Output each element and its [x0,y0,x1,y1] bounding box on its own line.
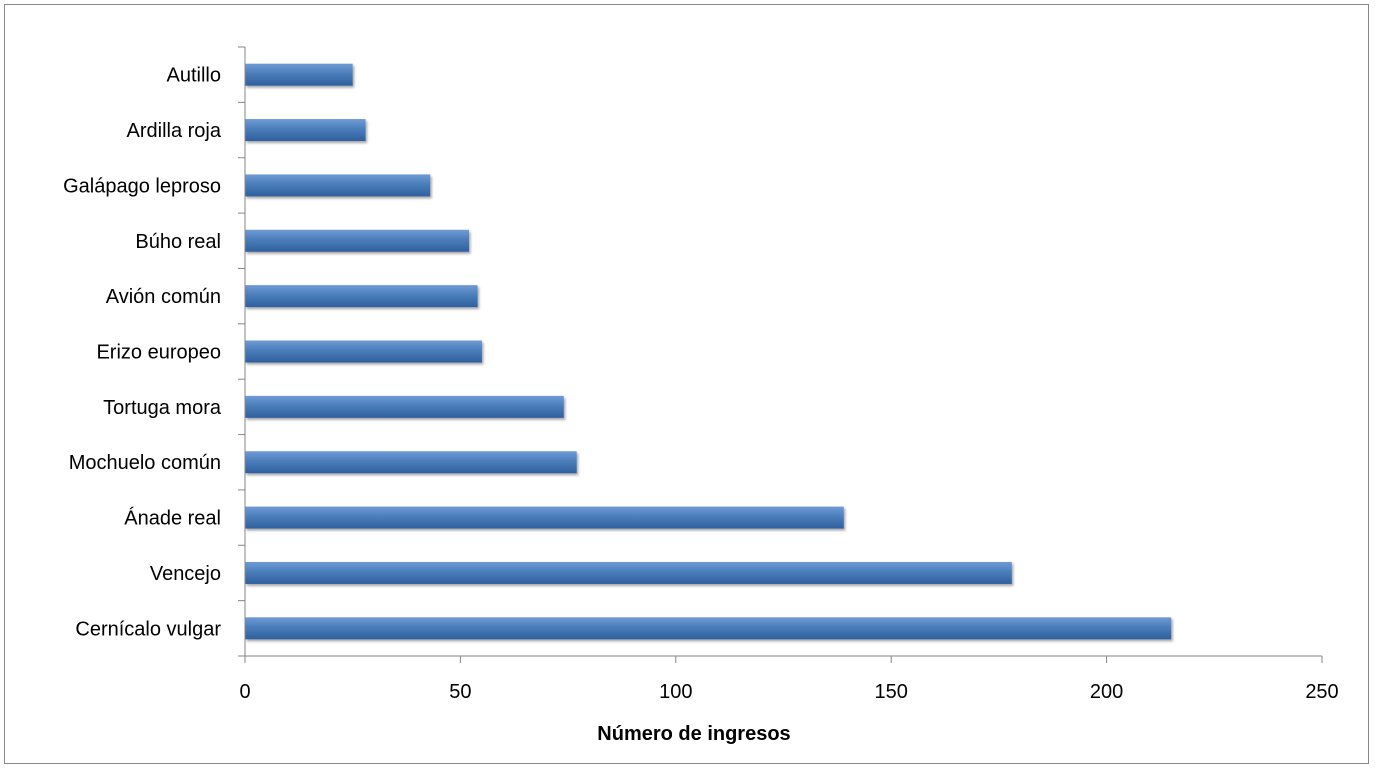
bars-layer [245,63,1172,640]
bar-8 [245,229,470,252]
category-label: Avión común [106,286,221,308]
bar-7 [245,285,478,308]
category-label: Erizo europeo [96,342,221,364]
category-label: Búho real [135,231,221,253]
bar-1 [245,617,1172,640]
bar-6 [245,340,482,363]
category-label: Cernícalo vulgar [75,618,221,640]
bar-4 [245,451,577,474]
bar-9 [245,174,431,197]
category-label: Galápago leproso [63,175,221,197]
bar-10 [245,119,366,142]
bar-2 [245,561,1012,584]
x-tick-label: 250 [1305,681,1338,703]
labels-layer: Cernícalo vulgar Vencejo Ánade real Mochuel… [63,65,1339,703]
category-label: Ánade real [124,507,221,530]
x-tick-label: 100 [659,681,692,703]
x-tick-label: 150 [875,681,908,703]
bar-5 [245,395,564,418]
category-label: Ardilla roja [127,120,222,142]
category-label: Autillo [167,65,221,87]
bar-3 [245,506,844,529]
bar-11 [245,63,353,86]
x-tick-label: 50 [449,681,471,703]
category-label: Vencejo [150,563,221,585]
category-label: Mochuelo común [69,452,221,474]
x-axis-title: Número de ingresos [597,723,790,745]
category-label: Tortuga mora [103,397,222,419]
x-tick-label: 200 [1090,681,1123,703]
axes-layer [238,46,1323,663]
x-tick-label: 0 [239,681,250,703]
